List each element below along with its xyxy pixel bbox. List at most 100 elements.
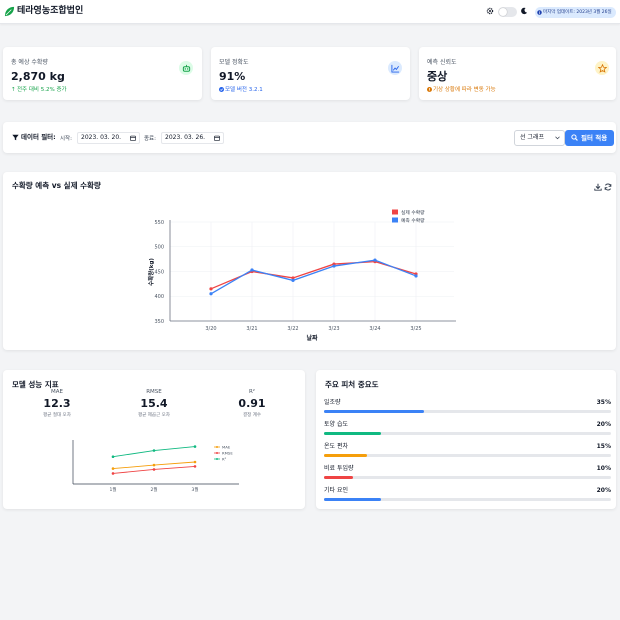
apply-filter-button[interactable]: 필터 적용 [565,130,614,146]
legend-label: R² [222,456,227,461]
data-point [291,276,295,280]
kpi-sub: ↑전주 대비 5.2% 증가 [11,86,67,94]
legend-marker [216,452,218,454]
legend-marker [216,446,218,448]
yield-chart-card: 수확량 예측 vs 실제 수확량 350 400 450 500 550 3/20 3/21… [3,172,616,350]
kpi-card-model-accuracy: 모델 정확도 91% 모델 버전 3.2.1 [211,47,410,100]
feature-bar-track [324,432,611,435]
theme-toggle[interactable] [498,7,517,17]
gear-icon[interactable] [486,7,494,15]
feature-bar-fill [324,498,382,501]
feature-percent: 10% [596,465,611,472]
metric-rmse: RMSE 15.4 평균 제곱근 오차 [114,388,194,419]
metric-name: MAE [51,389,63,395]
kpi-value: 91% [219,70,246,83]
feature-bar-fill [324,410,425,413]
app-header: 테라영농조합법인 마지막 업데이트: 2023년 3월 26일 [0,0,620,24]
filter-bar: 데이터 필터: 시작: 2023. 03. 20. 종료: 2023. 03. … [3,122,616,153]
data-point [250,268,254,272]
x-tick-label: 3/22 [287,326,298,332]
data-point [209,287,213,291]
end-date-value: 2023. 03. 26. [165,134,206,141]
feature-row: 비료 투입량 10% [324,464,611,486]
feature-name: 비료 투입량 [324,465,354,472]
feature-name: 온도 편차 [324,443,348,450]
feature-percent: 20% [596,421,611,428]
metric-r2: R² 0.91 결정 계수 [212,388,292,419]
chart-type-value: 선 그래프 [520,134,544,141]
start-date-input[interactable]: 2023. 03. 20. [77,132,140,144]
y-tick-label: 550 [154,220,164,226]
metric-mae: MAE 12.3 평균 절대 오차 [17,388,97,419]
feature-bar-track [324,476,611,479]
feature-row: 토양 습도 20% [324,420,611,442]
filter-title: 데이터 필터: [12,132,56,142]
metric-desc: 결정 계수 [243,413,261,418]
metric-value: 12.3 [43,397,71,410]
x-tick-label: 3/21 [246,326,257,332]
metric-value: 15.4 [140,397,168,410]
chevron-down-icon [555,136,560,140]
data-point [152,449,156,452]
kpi-sub: 모델 버전 3.2.1 [219,86,263,94]
star-icon [595,61,609,75]
search-icon [571,134,578,141]
legend-label: 예측 수확량 [401,217,425,224]
metric-desc: 평균 절대 오차 [43,413,71,418]
start-date-value: 2023. 03. 20. [81,134,122,141]
feature-bar-fill [324,432,382,435]
legend-swatch [392,209,398,215]
feature-bar-fill [324,454,368,457]
x-tick-label: 3/23 [328,326,339,332]
brand-name: 테라영농조합법인 [17,6,84,16]
x-axis-label: 날짜 [306,334,318,342]
leaf-logo-icon [4,6,15,17]
yield-line-chart: 350 400 450 500 550 3/20 3/21 3/22 3/23 3/24 3/25 날… [147,209,456,342]
x-tick-label: 3/20 [205,326,216,332]
feature-row: 일조량 35% [324,398,611,420]
feature-name: 일조량 [324,399,341,406]
kpi-sub-text: 모델 버전 3.2.1 [225,87,263,93]
download-icon[interactable] [594,183,602,191]
performance-card: 모델 성능 지표 MAE 12.3 평균 절대 오차 RMSE 15.4 평균 … [3,370,305,509]
refresh-icon[interactable] [604,183,612,191]
calendar-icon[interactable] [130,135,136,141]
yield-chart-title: 수확량 예측 vs 실제 수확량 [12,181,101,190]
feature-importance-title: 주요 피처 중요도 [325,380,379,389]
data-point [414,274,418,278]
y-tick-label: 400 [154,294,164,300]
kpi-card-total-yield: 총 예상 수확량 2,870 kg ↑전주 대비 5.2% 증가 [3,47,202,100]
kpi-card-confidence: 예측 신뢰도 중상 기상 상황에 따라 변동 가능 [419,47,616,100]
legend-label: RMSE [222,450,233,455]
filter-title-text: 데이터 필터: [21,133,56,141]
x-tick-label: 3/25 [410,326,421,332]
arrow-up-icon: ↑ [11,87,16,93]
feature-bar-fill [324,476,353,479]
chart-type-select[interactable]: 선 그래프 [514,130,565,146]
y-axis-label: 수확량(kg) [147,258,155,286]
feature-bar-track [324,498,611,501]
legend-label: 실제 수확량 [401,209,425,216]
x-tick-label: 3/24 [369,326,380,332]
x-tick-label: 2월 [150,486,157,493]
metric-desc: 평균 제곱근 오차 [138,413,170,418]
kpi-sub-text: 전주 대비 5.2% 증가 [17,87,67,93]
legend-marker [216,458,218,460]
data-point [373,258,377,262]
calendar-icon[interactable] [214,135,220,141]
kpi-label: 총 예상 수확량 [11,59,48,66]
data-point [291,278,295,283]
feature-name: 기타 요인 [324,487,348,494]
data-point [209,292,213,296]
y-tick-label: 450 [154,269,164,275]
chart-line-icon [388,61,402,75]
end-date-input[interactable]: 2023. 03. 26. [161,132,224,144]
data-point [193,460,197,464]
end-date-label: 종료: [144,136,156,142]
filter-icon [12,134,19,140]
data-point [111,467,115,470]
x-tick-label: 3월 [191,486,198,493]
metric-name: RMSE [146,389,162,395]
warning-circle-icon [427,86,433,94]
